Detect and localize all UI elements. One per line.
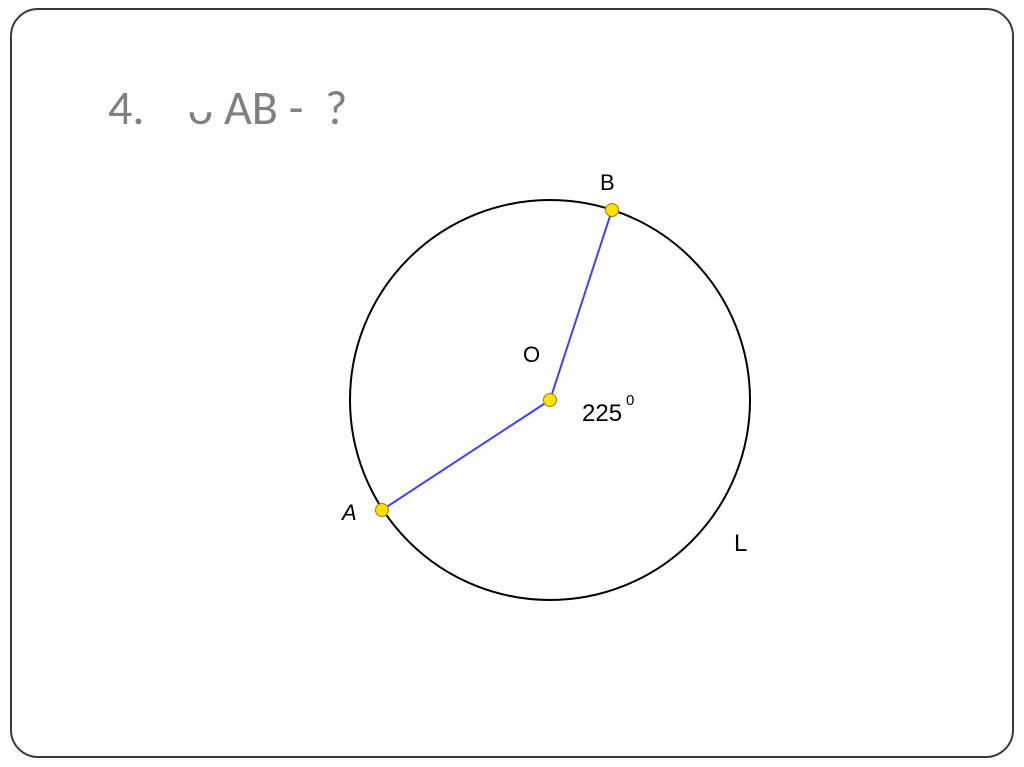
radius-OB — [550, 210, 612, 400]
label-L: L — [734, 530, 747, 558]
angle-unit: 0 — [626, 392, 634, 409]
geometry-diagram — [270, 145, 830, 665]
point-B — [606, 204, 619, 217]
label-B: B — [600, 170, 615, 196]
radius-OA — [382, 400, 550, 510]
question-title: 4. ᴗ AB - ? — [108, 78, 347, 137]
point-O — [544, 394, 557, 407]
angle-value: 225 — [582, 400, 622, 428]
label-A: A — [342, 500, 357, 526]
label-O: O — [523, 342, 540, 368]
point-A — [376, 504, 389, 517]
